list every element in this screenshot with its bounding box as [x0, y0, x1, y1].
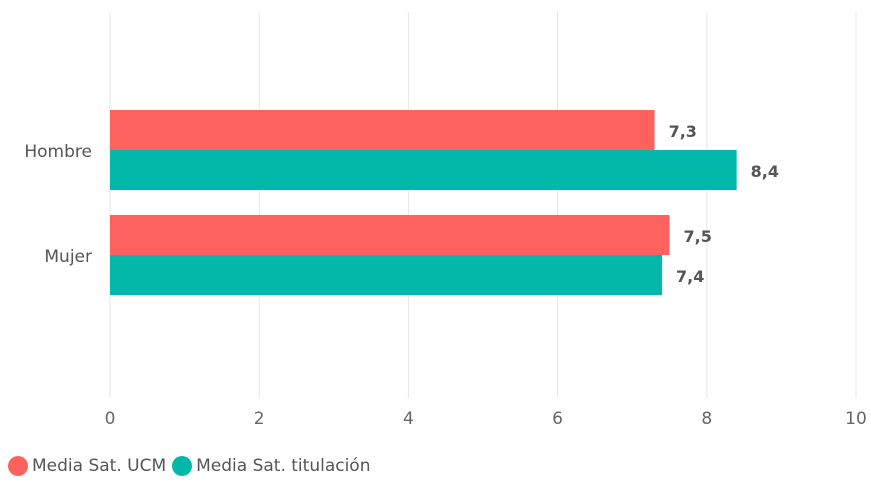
data-label: 7,5 — [684, 227, 712, 246]
x-tick-label: 10 — [845, 409, 867, 429]
bar[interactable] — [110, 150, 737, 190]
x-tick-label: 4 — [403, 409, 414, 429]
legend-item-ucm[interactable]: Media Sat. UCM — [8, 456, 166, 476]
legend-swatch-ucm — [8, 456, 28, 476]
x-axis-tick-labels: 0 2 4 6 8 10 — [105, 409, 867, 429]
category-labels: Hombre Mujer — [24, 142, 92, 267]
legend-swatch-titulacion — [172, 456, 193, 476]
bar[interactable] — [110, 215, 670, 255]
legend-label-ucm: Media Sat. UCM — [32, 456, 167, 476]
bars: 7,3 8,4 7,5 7,4 — [110, 110, 779, 295]
category-label: Mujer — [44, 247, 92, 267]
bar[interactable] — [110, 110, 655, 150]
bar[interactable] — [110, 255, 663, 295]
legend-item-titulacion[interactable]: Media Sat. titulación — [172, 456, 370, 476]
x-tick-label: 0 — [105, 409, 116, 429]
data-label: 7,4 — [676, 267, 704, 286]
legend-label-titulacion: Media Sat. titulación — [196, 456, 371, 476]
x-tick-label: 2 — [254, 409, 265, 429]
bar-chart: 7,3 8,4 7,5 7,4 Hombre Mujer 0 2 4 6 8 10 — [24, 12, 867, 429]
data-label: 7,3 — [669, 122, 697, 141]
data-label: 8,4 — [751, 162, 779, 181]
category-label: Hombre — [24, 142, 92, 162]
x-tick-label: 8 — [701, 409, 712, 429]
legend: Media Sat. UCM Media Sat. titulación — [8, 456, 376, 476]
x-tick-label: 6 — [552, 409, 563, 429]
gridlines — [109, 12, 857, 398]
